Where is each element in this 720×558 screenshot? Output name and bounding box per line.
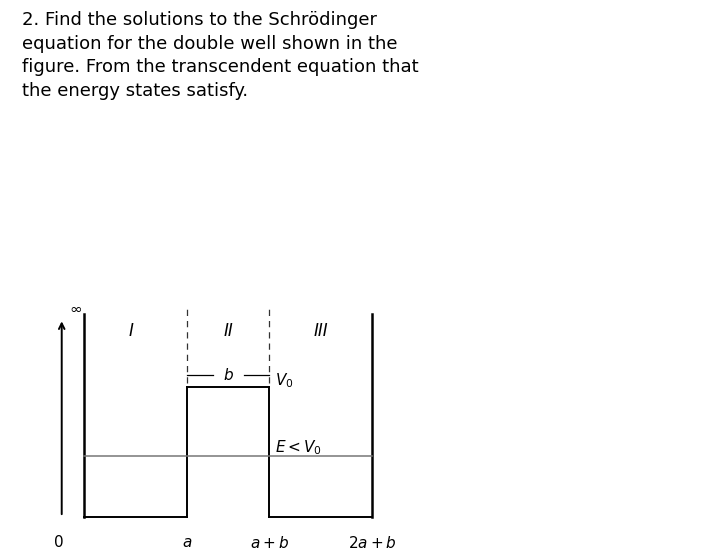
Text: $a$: $a$ <box>182 535 192 550</box>
Text: II: II <box>223 321 233 340</box>
Text: 2. Find the solutions to the Schrödinger
equation for the double well shown in t: 2. Find the solutions to the Schrödinger… <box>22 11 418 100</box>
Text: $\infty$: $\infty$ <box>69 301 82 316</box>
Text: I: I <box>128 321 133 340</box>
Text: $b$: $b$ <box>223 367 234 383</box>
Text: $V_0$: $V_0$ <box>274 372 293 390</box>
Text: $E<V_0$: $E<V_0$ <box>274 439 322 458</box>
Text: $2a+b$: $2a+b$ <box>348 535 397 551</box>
Text: 0: 0 <box>54 535 63 550</box>
Text: III: III <box>314 321 328 340</box>
Text: $a+b$: $a+b$ <box>250 535 289 551</box>
